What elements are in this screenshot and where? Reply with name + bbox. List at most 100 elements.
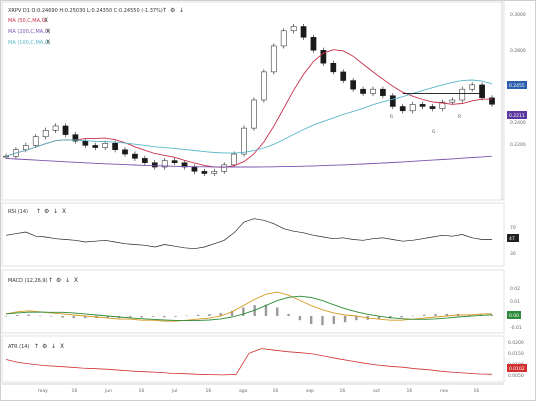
candle-body [3, 155, 9, 158]
header-settings-icon[interactable]: ⚙ [170, 7, 175, 14]
macd-hist-bar [174, 316, 177, 317]
macd-hist-bar [185, 315, 189, 317]
macd-down-icon[interactable]: ↓ [65, 277, 70, 284]
candle-body [409, 104, 416, 112]
pattern-label-g: G [432, 129, 436, 135]
macd-hist-bar [4, 316, 8, 317]
atr-line [5, 348, 493, 376]
macd-hist-bar [106, 316, 109, 319]
rsi-down-icon[interactable]: ↓ [53, 208, 58, 215]
candle-body [350, 80, 356, 90]
candle-body [479, 84, 485, 99]
macd-hist-bar [276, 307, 279, 316]
macd-hist-bar [230, 310, 234, 316]
price-y-tick: 0.2800 [510, 48, 526, 54]
candle-body [132, 153, 138, 159]
candle-body [389, 95, 396, 107]
ma1-close-icon[interactable]: X [44, 17, 48, 24]
macd-close-icon[interactable]: X [74, 277, 78, 284]
rsi-panel: RSI (14) ↑ ⚙ ↓ X 70 50 30 47 [1, 202, 519, 267]
macd-label: MACD (12,26,9) [8, 278, 48, 284]
macd-hist-bar [50, 316, 53, 317]
candle-body [251, 99, 257, 129]
candle-body [370, 88, 376, 94]
macd-hist-bar [196, 314, 200, 316]
x-axis-tick-label: ago [239, 389, 248, 394]
x-axis-tick-label: 16 [206, 388, 212, 394]
candle-body [419, 104, 426, 107]
ma-cyan-line [5, 79, 493, 157]
ma1-label: MA (50,C,MA,0) [8, 18, 47, 24]
candle-body [92, 145, 99, 148]
price-y-tick: 0.2400 [510, 120, 526, 126]
macd-hist-bar [298, 316, 302, 321]
last-price-value: 0.2455 [509, 83, 525, 89]
price-y-tick: 0.3000 [510, 12, 526, 18]
atr-y-tick: 0.0150 [508, 351, 524, 357]
macd-hist-bar [61, 316, 64, 318]
x-axis-tick-label: may [38, 389, 48, 394]
ma3-close-icon[interactable]: X [46, 39, 50, 46]
candle-body [439, 101, 446, 109]
atr-close-icon[interactable]: X [60, 343, 64, 350]
atr-y-tick: 0.0050 [508, 373, 524, 379]
atr-settings-icon[interactable]: ⚙ [42, 343, 47, 350]
macd-hist-bar [151, 316, 155, 317]
atr-y-tick: 0.0200 [508, 340, 524, 346]
macd-hist-bar [287, 313, 290, 316]
ma2-label: MA (200,C,MA,0) [8, 29, 50, 35]
candle-body [429, 106, 436, 109]
price-panel: 0.3000 0.2800 0.2600 0.2400 0.2200 XRPV … [1, 1, 527, 201]
rsi-close-icon[interactable]: X [62, 208, 66, 215]
candle-body [181, 162, 188, 168]
macd-hist-bar [445, 313, 448, 316]
price-y-tick: 0.2200 [510, 142, 526, 148]
x-axis-tick-label: 16 [407, 388, 413, 394]
header-up-icon[interactable]: ↑ [162, 7, 167, 14]
macd-hist-bar [140, 316, 143, 318]
header-down-icon[interactable]: ↓ [179, 7, 184, 14]
x-axis-tick-label: sep [306, 389, 314, 394]
macd-hist-bar [377, 316, 381, 319]
candle-body [290, 26, 297, 32]
macd-hist-bar [208, 314, 211, 316]
candle-body [360, 88, 366, 94]
x-axis-tick-label: 16 [340, 388, 346, 394]
macd-hist-bar [38, 315, 42, 317]
last-price-tag [507, 81, 527, 89]
macd-hist-bar [16, 314, 19, 316]
ma2-close-icon[interactable]: X [46, 28, 50, 35]
candle-body [211, 171, 218, 174]
x-axis-tick-label: oct [373, 388, 380, 394]
macd-y-tick: 0.02 [510, 286, 520, 292]
x-axis-tick-label: 16 [273, 388, 279, 394]
macd-hist-bar [490, 315, 494, 316]
atr-up-icon[interactable]: ↑ [34, 343, 39, 350]
macd-hist-bar [434, 314, 437, 316]
rsi-settings-icon[interactable]: ⚙ [44, 208, 49, 215]
ma3-label: MA (100,C,MA,0) [8, 40, 50, 46]
macd-hist-bar [321, 316, 324, 326]
ma-red-line [5, 49, 492, 168]
macd-hist-bar [83, 316, 87, 319]
atr-down-icon[interactable]: ↓ [51, 343, 56, 350]
candle-body [340, 71, 347, 81]
candle-body [32, 136, 39, 146]
sma-tag [507, 111, 527, 119]
candle-body [62, 125, 69, 135]
candle-body [280, 30, 287, 47]
macd-hist-bar [72, 316, 76, 319]
rsi-y-tick: 30 [510, 251, 516, 257]
macd-settings-icon[interactable]: ⚙ [56, 277, 61, 284]
macd-y-tick: 0.01 [510, 299, 520, 305]
rsi-up-icon[interactable]: ↑ [36, 208, 41, 215]
x-axis: may 16 jun 16 jul 16 ago 16 sep 16 oct 16 nov 16 [2, 383, 504, 394]
candle-body [459, 88, 466, 101]
macd-hist-bar [163, 316, 166, 318]
macd-up-icon[interactable]: ↑ [48, 277, 53, 284]
macd-hist-bar [411, 315, 415, 317]
candle-body [122, 149, 128, 155]
candle-body [82, 140, 89, 146]
